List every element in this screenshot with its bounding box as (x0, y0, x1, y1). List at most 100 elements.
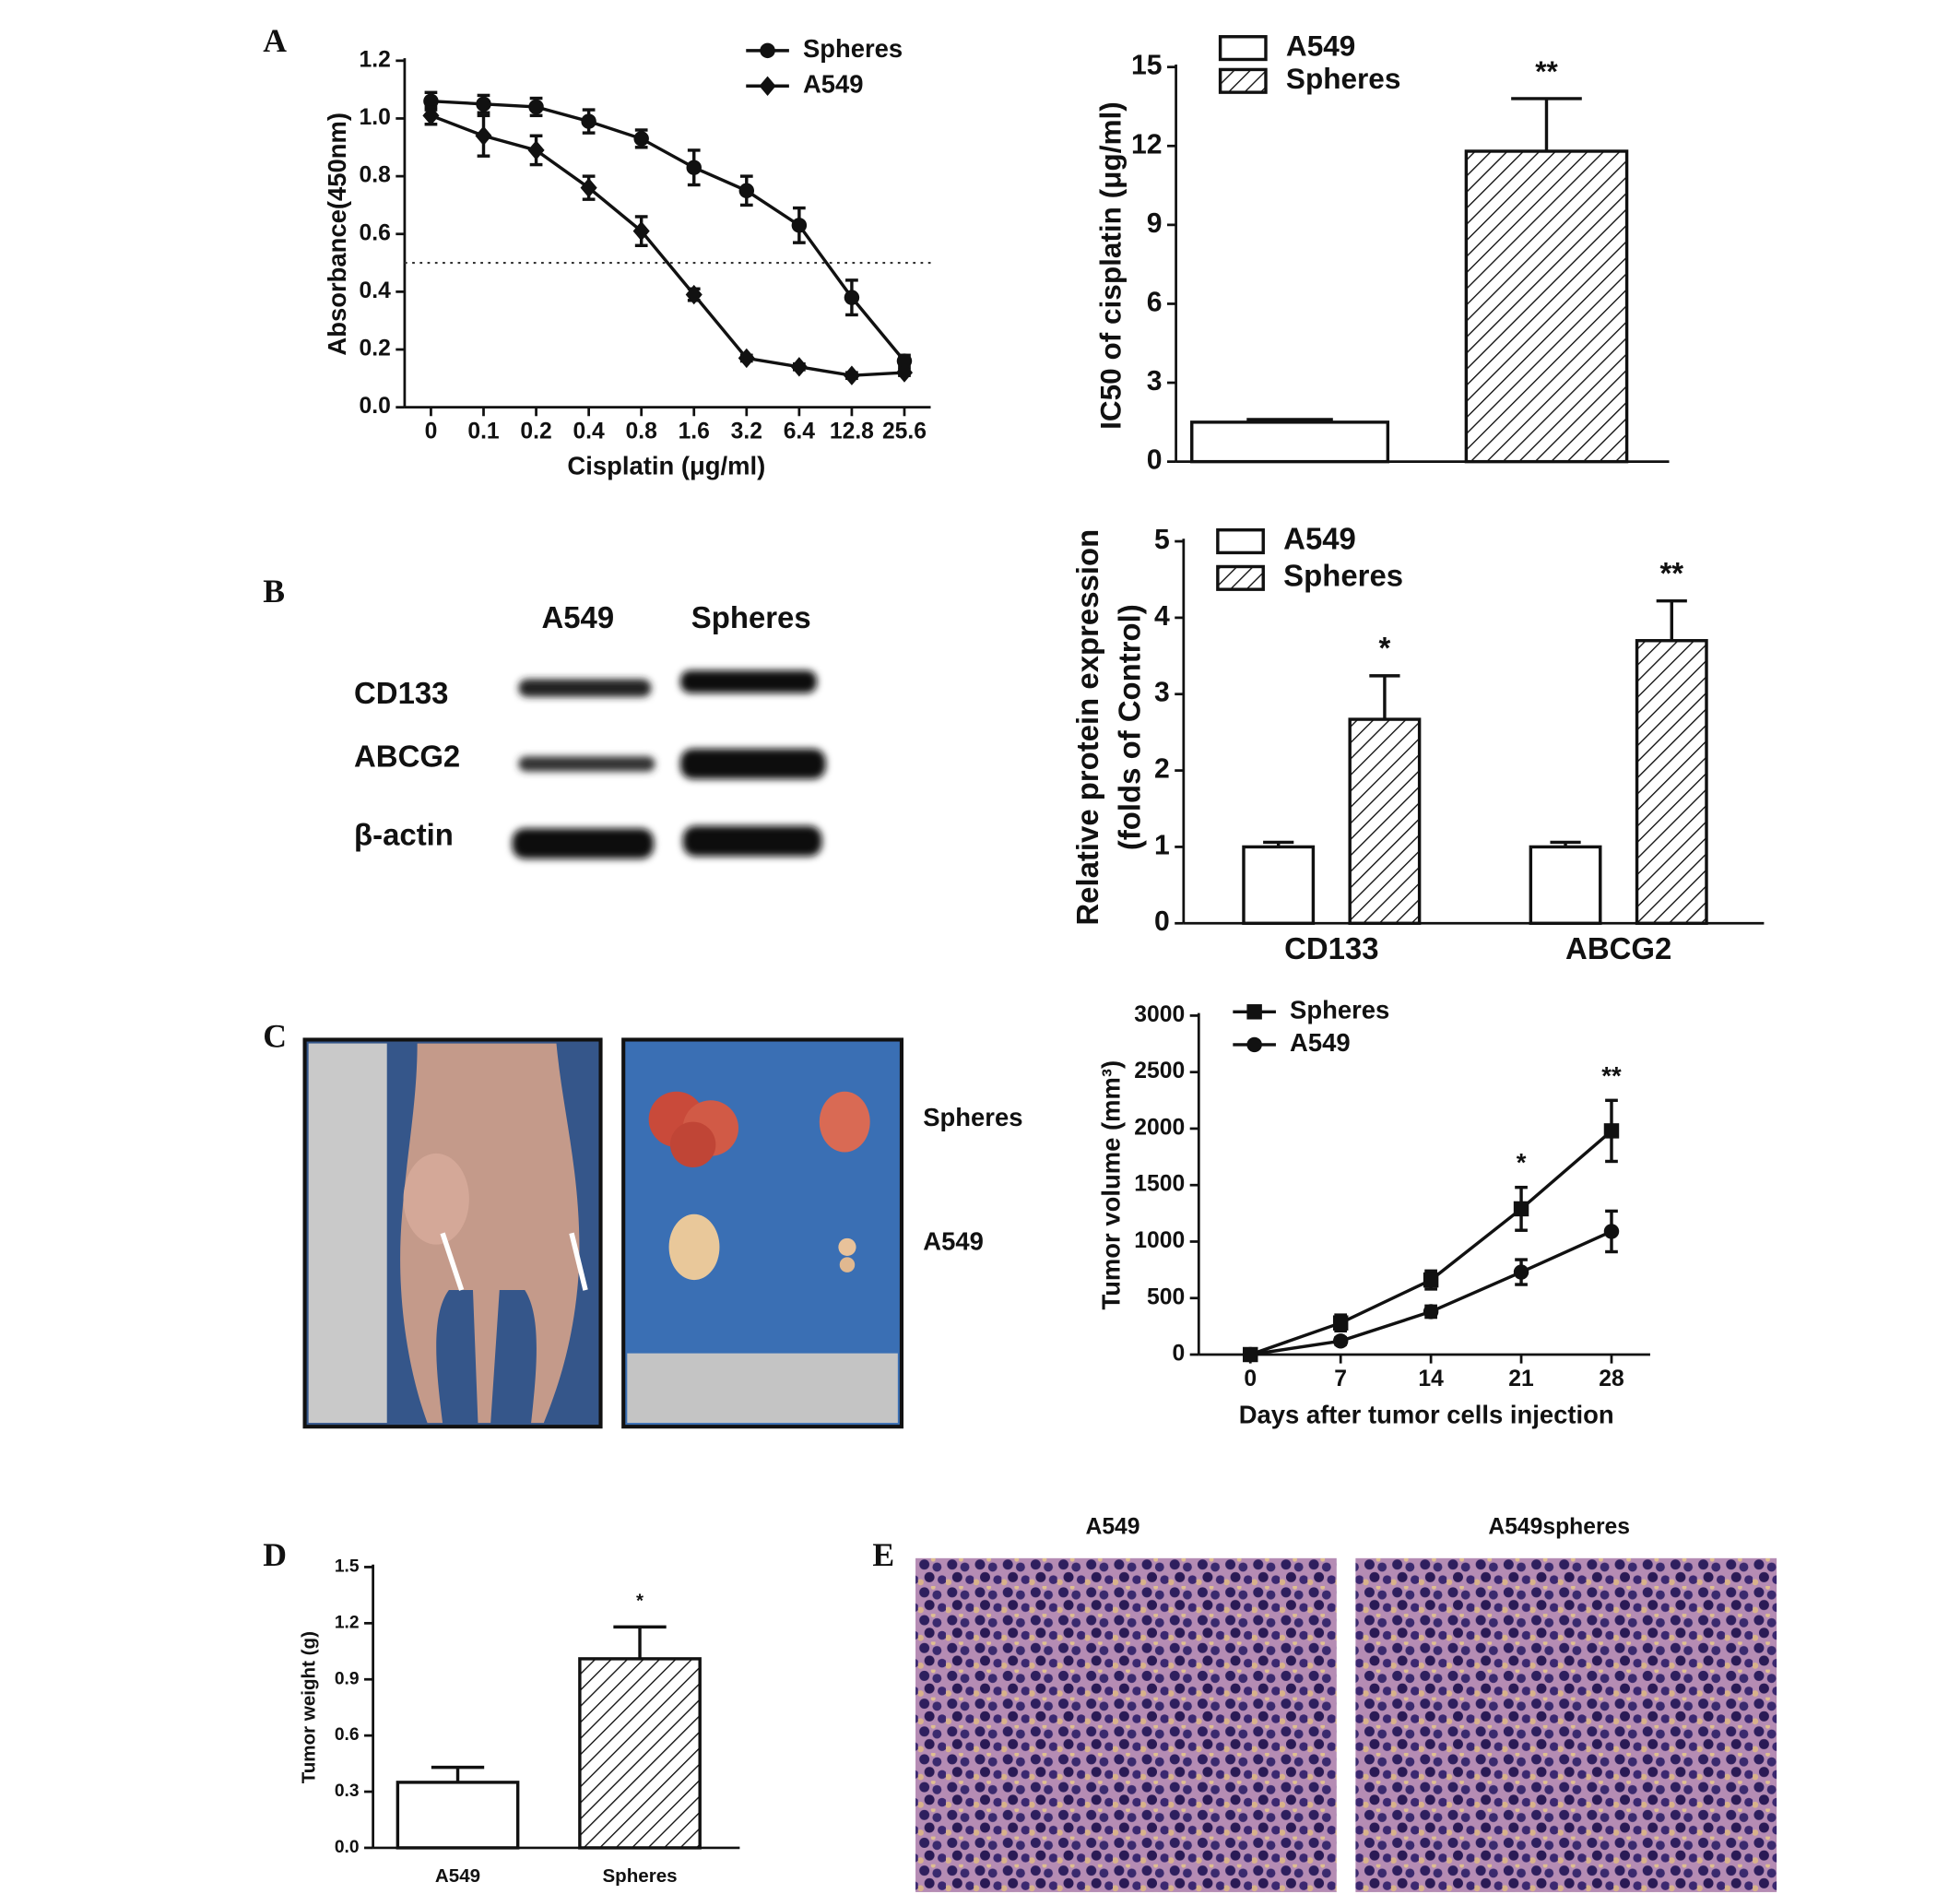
point (686, 160, 702, 175)
y-tick-label: 5 (1154, 525, 1170, 555)
annotation: ** (1535, 54, 1558, 88)
annotation: * (636, 1590, 643, 1611)
point (896, 353, 913, 369)
point (1423, 1272, 1439, 1288)
y-tick-label: 12 (1131, 129, 1163, 160)
panel-label: B (263, 573, 285, 610)
point (1513, 1201, 1529, 1217)
annotation: ** (1659, 556, 1683, 590)
y-tick-label: 6 (1147, 287, 1163, 317)
mouse-photo (302, 1037, 603, 1429)
y-tick-label: 0.3 (335, 1782, 360, 1801)
bar (1635, 639, 1708, 925)
point (791, 218, 808, 233)
y-axis-label: Relative protein expression (1070, 529, 1104, 926)
blot-row: ABCG2 (354, 740, 460, 774)
panel-label: D (263, 1536, 287, 1573)
photo-label: A549 (923, 1227, 984, 1256)
panel-label: A (263, 22, 287, 59)
y-tick-label: 9 (1147, 208, 1163, 239)
y-tick-label: 3 (1154, 678, 1170, 708)
x-tick-label: 0.4 (573, 420, 605, 444)
x-tick-label: 0 (1244, 1367, 1257, 1391)
point (843, 365, 860, 385)
line (1249, 1130, 1613, 1356)
line (431, 99, 906, 362)
y-tick-label: 0.9 (335, 1669, 360, 1688)
y-tick-label: 2500 (1134, 1059, 1185, 1083)
point (1603, 1123, 1620, 1139)
x-tick-label: 0.8 (626, 420, 657, 444)
x-tick-label: 0.1 (467, 420, 500, 444)
y-tick-label: 3000 (1134, 1002, 1185, 1027)
blot-row: β-actin (354, 818, 454, 852)
legend-box (1216, 527, 1265, 555)
histology-title: A549spheres (1488, 1514, 1630, 1539)
point (581, 113, 596, 129)
point (422, 105, 440, 126)
y-tick-label: 4 (1154, 601, 1170, 632)
point (580, 177, 597, 198)
western-blot (512, 669, 826, 859)
legend-label: A549 (1290, 1028, 1351, 1057)
y-tick-label: 0.6 (360, 220, 391, 245)
legend-label: A549 (1286, 29, 1355, 62)
panel-label: C (263, 1018, 287, 1055)
point (1603, 1224, 1620, 1239)
bar (396, 1781, 520, 1850)
x-tick-label: A549 (435, 1865, 480, 1887)
point (527, 140, 545, 160)
x-axis-label: Days after tumor cells injection (1239, 1400, 1614, 1428)
y-axis-label: (folds of Control) (1112, 604, 1146, 850)
x-tick-label: ABCG2 (1565, 931, 1671, 965)
y-axis-label: Tumor weight (g) (298, 1631, 319, 1783)
point (633, 131, 649, 147)
y-tick-label: 500 (1147, 1284, 1185, 1309)
x-tick-label: 25.6 (882, 420, 927, 444)
x-tick-label: 6.4 (784, 420, 816, 444)
legend-label: Spheres (1283, 559, 1403, 593)
point (1332, 1333, 1349, 1349)
bar (1529, 845, 1602, 925)
histology-title: A549 (1086, 1514, 1140, 1539)
blot-column: Spheres (691, 600, 811, 634)
legend-marker (1246, 1036, 1262, 1053)
x-tick-label: CD133 (1284, 931, 1378, 965)
y-tick-label: 0.6 (335, 1725, 360, 1745)
bar (1190, 420, 1390, 464)
y-axis-label: IC50 of cisplatin (μg/ml) (1093, 101, 1127, 430)
y-tick-label: 0.8 (360, 163, 391, 188)
legend-label: Spheres (1290, 996, 1389, 1024)
legend-label: A549 (803, 70, 864, 99)
y-tick-label: 1500 (1134, 1172, 1185, 1197)
point (738, 183, 755, 199)
point (423, 93, 439, 109)
x-tick-label: 7 (1334, 1367, 1347, 1391)
legend-box (1218, 35, 1268, 62)
y-tick-label: 0.0 (360, 394, 391, 419)
point (738, 348, 755, 369)
x-tick-label: 1.6 (679, 420, 710, 444)
point (476, 96, 491, 112)
bar (1242, 845, 1316, 925)
point (528, 99, 544, 115)
point (1513, 1264, 1529, 1280)
y-axis-label: Absorbance(450nm) (323, 112, 351, 356)
tumor-photo (621, 1037, 904, 1429)
point (790, 357, 808, 377)
legend-marker (760, 42, 775, 59)
legend-label: Spheres (1286, 62, 1400, 95)
y-tick-label: 2000 (1134, 1115, 1185, 1140)
x-tick-label: 28 (1599, 1367, 1623, 1391)
x-tick-label: 14 (1418, 1367, 1444, 1391)
legend-box (1216, 564, 1265, 591)
y-tick-label: 1000 (1134, 1228, 1185, 1253)
x-tick-label: 0 (425, 420, 438, 444)
y-tick-label: 0 (1147, 445, 1163, 476)
y-tick-label: 0.2 (360, 337, 391, 361)
y-tick-label: 0 (1172, 1342, 1185, 1367)
legend-label: A549 (1283, 522, 1356, 556)
annotation: ** (1601, 1061, 1622, 1090)
point (475, 125, 492, 146)
point (685, 284, 703, 305)
